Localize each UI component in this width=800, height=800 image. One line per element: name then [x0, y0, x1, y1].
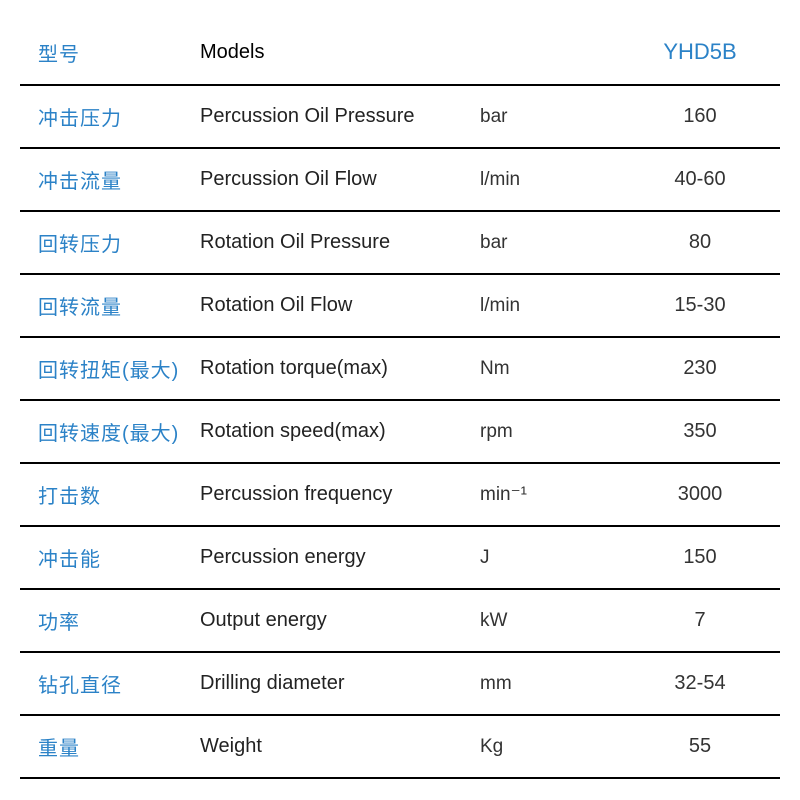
- row-label-en: Rotation speed(max): [200, 420, 480, 443]
- row-label-cn: 打击数: [20, 480, 200, 509]
- row-label-cn: 钻孔直径: [20, 669, 200, 698]
- row-unit: rpm: [480, 421, 620, 443]
- spec-table: 型号 Models YHD5B 冲击压力 Percussion Oil Pres…: [20, 20, 780, 779]
- row-unit: kW: [480, 610, 620, 632]
- row-value: 350: [620, 420, 780, 443]
- row-unit: mm: [480, 673, 620, 695]
- table-row: 冲击压力 Percussion Oil Pressure bar 160: [20, 86, 780, 149]
- row-label-cn: 重量: [20, 732, 200, 761]
- row-label-cn: 冲击能: [20, 543, 200, 572]
- table-row: 冲击能 Percussion energy J 150: [20, 527, 780, 590]
- row-value: 160: [620, 105, 780, 128]
- row-label-en: Rotation Oil Flow: [200, 294, 480, 317]
- row-unit: J: [480, 547, 620, 569]
- row-value: 150: [620, 546, 780, 569]
- row-value: 15-30: [620, 294, 780, 317]
- row-label-en: Rotation Oil Pressure: [200, 231, 480, 254]
- row-unit: bar: [480, 106, 620, 128]
- row-label-en: Output energy: [200, 609, 480, 632]
- table-row: 打击数 Percussion frequency min⁻¹ 3000: [20, 464, 780, 527]
- row-unit: l/min: [480, 295, 620, 317]
- table-row: 回转扭矩(最大) Rotation torque(max) Nm 230: [20, 338, 780, 401]
- row-unit: Nm: [480, 358, 620, 380]
- header-label-cn: 型号: [20, 38, 200, 67]
- table-row: 钻孔直径 Drilling diameter mm 32-54: [20, 653, 780, 716]
- row-label-cn: 功率: [20, 606, 200, 635]
- table-row: 功率 Output energy kW 7: [20, 590, 780, 653]
- header-label-en: Models: [200, 41, 480, 64]
- row-label-en: Drilling diameter: [200, 672, 480, 695]
- row-label-en: Percussion frequency: [200, 483, 480, 506]
- header-model-value: YHD5B: [620, 39, 780, 65]
- row-label-cn: 回转压力: [20, 228, 200, 257]
- table-row: 重量 Weight Kg 55: [20, 716, 780, 779]
- row-value: 40-60: [620, 168, 780, 191]
- row-unit: bar: [480, 232, 620, 254]
- row-label-en: Percussion energy: [200, 546, 480, 569]
- row-unit: min⁻¹: [480, 483, 620, 506]
- row-label-cn: 回转速度(最大): [20, 417, 200, 446]
- row-label-en: Weight: [200, 735, 480, 758]
- row-value: 3000: [620, 483, 780, 506]
- row-label-en: Percussion Oil Flow: [200, 168, 480, 191]
- row-value: 230: [620, 357, 780, 380]
- table-row: 回转速度(最大) Rotation speed(max) rpm 350: [20, 401, 780, 464]
- row-value: 80: [620, 231, 780, 254]
- row-value: 55: [620, 735, 780, 758]
- row-unit: Kg: [480, 736, 620, 758]
- row-label-cn: 冲击流量: [20, 165, 200, 194]
- row-unit: l/min: [480, 169, 620, 191]
- row-label-en: Percussion Oil Pressure: [200, 105, 480, 128]
- table-row: 冲击流量 Percussion Oil Flow l/min 40-60: [20, 149, 780, 212]
- table-row: 回转压力 Rotation Oil Pressure bar 80: [20, 212, 780, 275]
- row-value: 32-54: [620, 672, 780, 695]
- table-header-row: 型号 Models YHD5B: [20, 20, 780, 86]
- row-label-cn: 回转流量: [20, 291, 200, 320]
- row-label-cn: 回转扭矩(最大): [20, 354, 200, 383]
- row-value: 7: [620, 609, 780, 632]
- row-label-en: Rotation torque(max): [200, 357, 480, 380]
- table-row: 回转流量 Rotation Oil Flow l/min 15-30: [20, 275, 780, 338]
- row-label-cn: 冲击压力: [20, 102, 200, 131]
